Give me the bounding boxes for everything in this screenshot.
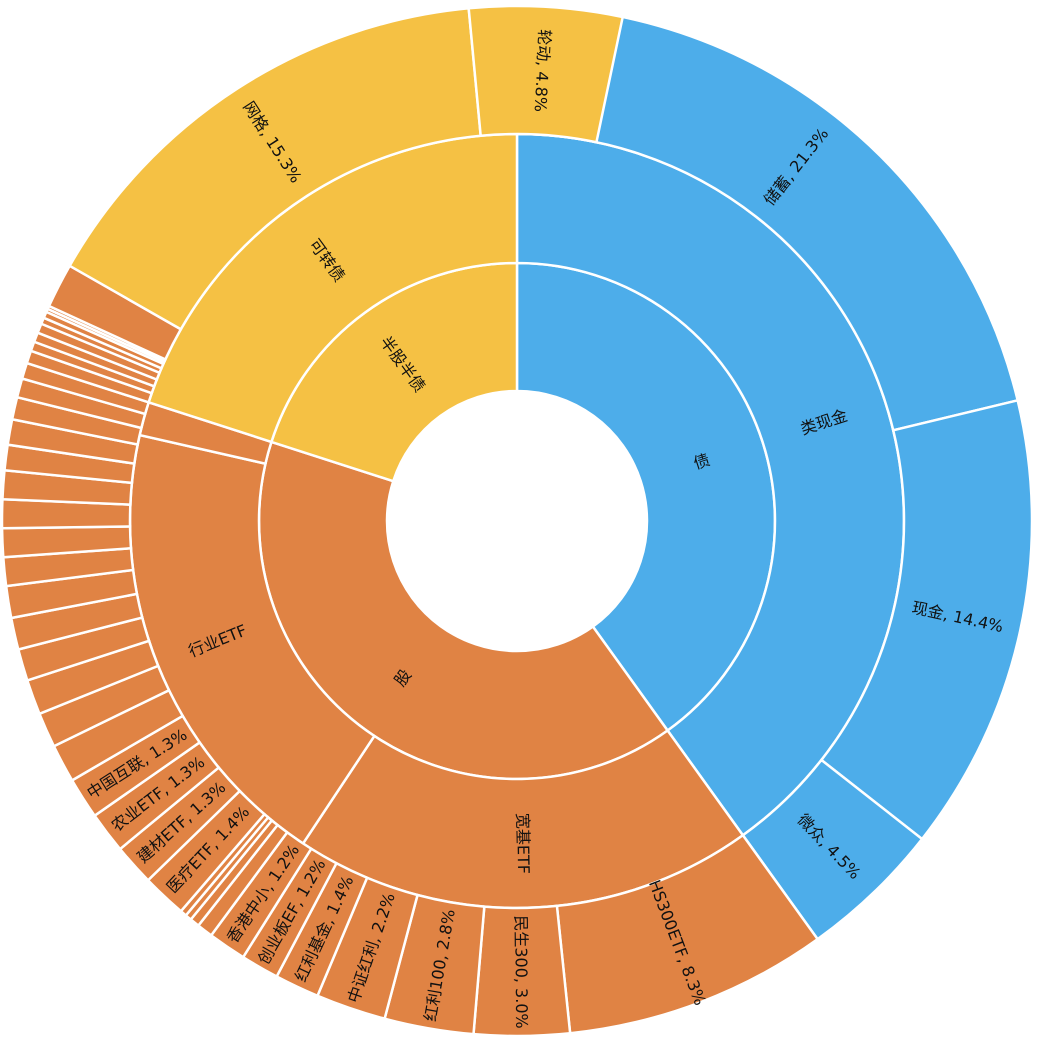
label-inner-债: 债 — [691, 450, 712, 473]
segment-outer-轮动[interactable] — [467, 4, 625, 144]
segment-outer-储蓄[interactable] — [515, 4, 1020, 432]
outer-ring — [0, 4, 1034, 1038]
middle-ring — [128, 132, 906, 910]
label-outer-轮动: 轮动, 4.8% — [531, 29, 555, 113]
label-middle-宽基ETF: 宽基ETF — [513, 813, 533, 874]
inner-ring — [257, 261, 777, 781]
label-outer-民生300: 民生300, 3.0% — [511, 915, 531, 1029]
